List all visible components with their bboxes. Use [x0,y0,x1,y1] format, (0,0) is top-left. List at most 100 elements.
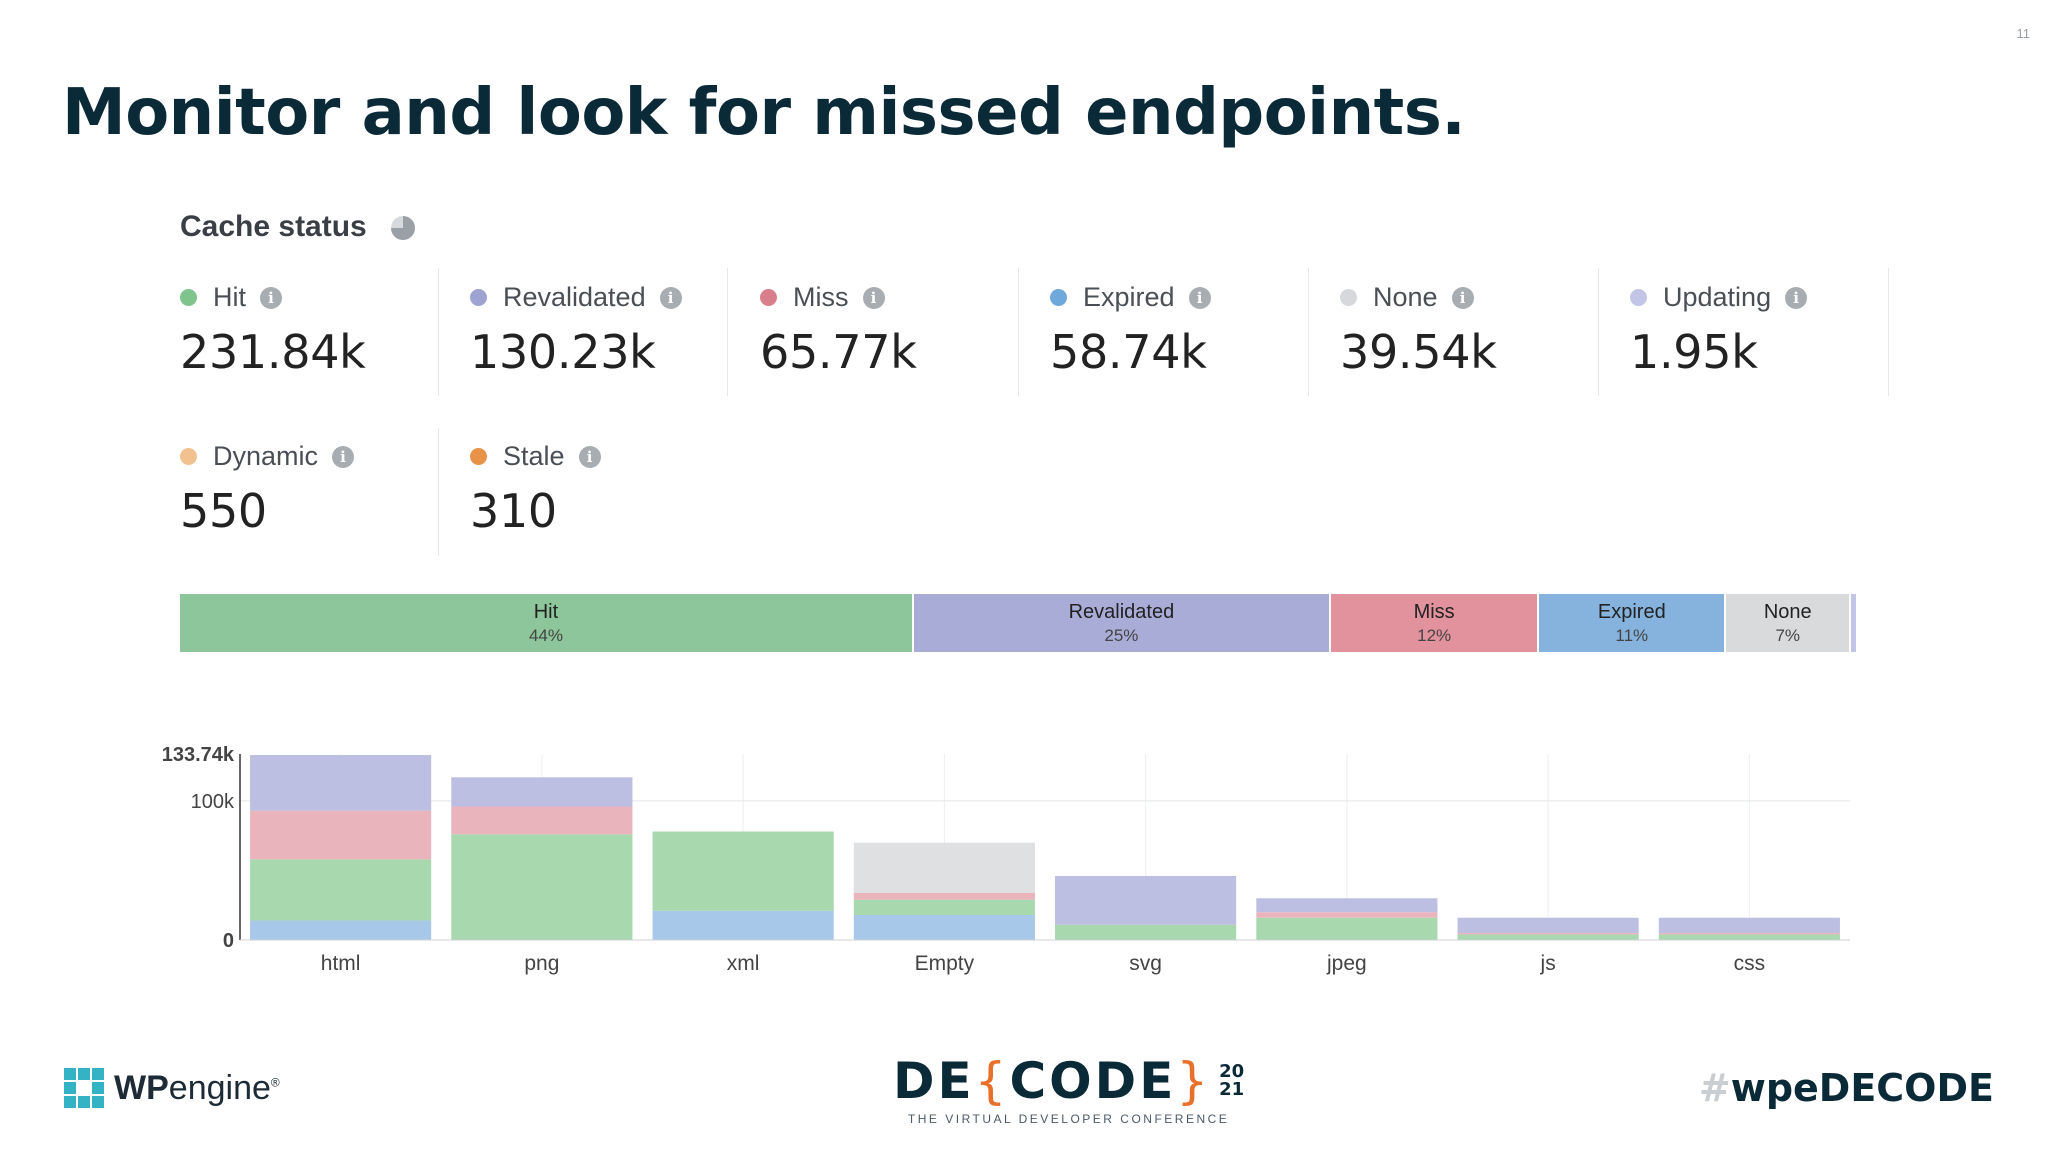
segment-name: Expired [1597,600,1666,623]
bar-html-hit[interactable] [250,859,432,921]
segment-name: Hit [533,600,559,623]
slide-number: 11 [2016,26,2031,41]
bar-css-miss[interactable] [1658,933,1840,935]
cache-distribution-bar: Hit 44% Revalidated 25% Miss 12% Expired 11% Non… [180,594,1858,652]
info-icon[interactable]: i [578,445,601,468]
stat-divider [438,428,439,556]
bar-empty-miss[interactable] [853,892,1035,900]
bar-xml-expired[interactable] [652,910,834,940]
info-icon[interactable]: i [332,445,355,468]
stat-revalidated: Revalidated i 130.23k [470,282,682,379]
wpengine-logo: WPengine® [64,1068,280,1108]
stat-hit: Hit i 231.84k [180,282,366,379]
slide-title: Monitor and look for missed endpoints. [62,76,1466,150]
segment-percent: 25% [1104,625,1139,645]
stat-expired: Expired i 58.74k [1050,282,1211,379]
x-tick-label: xml [727,952,760,975]
stat-value: 58.74k [1050,325,1207,379]
pie-chart-icon[interactable] [391,216,416,241]
decode-logo: DE{CODE} 20 21 THE VIRTUAL DEVELOPER CONF… [893,1052,1245,1126]
segment-percent: 12% [1417,625,1452,645]
x-tick-label: Empty [915,952,975,975]
segment-percent: 11% [1615,625,1649,645]
bar-segment-other[interactable] [1851,594,1858,652]
x-tick-label: html [321,952,361,975]
stat-value: 310 [470,484,557,538]
x-tick-label: jpeg [1326,952,1367,975]
stat-value: 65.77k [760,325,917,379]
bar-segment-hit[interactable]: Hit 44% [180,594,914,652]
bar-jpeg-hit[interactable] [1256,917,1438,940]
stat-label: Revalidated [503,282,646,312]
stat-label: Dynamic [213,441,319,471]
info-icon[interactable]: i [862,286,885,309]
wpengine-wordmark: WPengine® [114,1068,280,1107]
bar-jpeg-revalidated[interactable] [1256,898,1438,913]
segment-name: None [1763,600,1812,623]
bar-html-revalidated[interactable] [250,755,432,811]
y-tick-label: 100k [191,791,235,813]
bar-jpeg-miss[interactable] [1256,912,1438,918]
bar-js-hit[interactable] [1457,934,1639,940]
bar-svg-revalidated[interactable] [1055,876,1237,925]
stat-label: Hit [213,282,246,312]
bar-css-revalidated[interactable] [1658,917,1840,934]
stat-value: 231.84k [180,325,366,379]
stat-value: 1.95k [1630,325,1758,379]
bar-empty-expired[interactable] [853,914,1035,940]
bar-segment-none[interactable]: None 7% [1726,594,1852,652]
stat-divider [1018,268,1019,396]
info-icon[interactable]: i [1451,286,1474,309]
section-title: Cache status [180,210,367,243]
segment-percent: 7% [1775,625,1801,645]
stat-stale: Stale i 310 [470,441,601,538]
bar-js-miss[interactable] [1457,933,1639,935]
bar-empty-none[interactable] [853,842,1035,893]
decode-tagline: THE VIRTUAL DEVELOPER CONFERENCE [907,1112,1230,1126]
stat-label: Stale [503,441,565,471]
stat-label: None [1373,282,1438,312]
cache-status-header: Cache status [180,210,416,244]
bar-segment-miss[interactable]: Miss 12% [1330,594,1540,652]
x-tick-label: svg [1129,952,1162,975]
stat-divider [1308,268,1309,396]
info-icon[interactable]: i [1785,286,1808,309]
stat-divider [438,268,439,396]
legend-dot [760,289,777,306]
legend-dot [470,448,487,465]
legend-dot [1630,289,1647,306]
hashtag: #wpeDECODE [1698,1066,1994,1110]
stat-dynamic: Dynamic i 550 [180,441,355,538]
bar-html-expired[interactable] [250,920,432,940]
legend-dot [180,448,197,465]
stat-label: Miss [793,282,849,312]
stat-label: Expired [1083,282,1175,312]
segment-percent: 44% [528,625,563,645]
x-tick-label: js [1540,952,1556,975]
bar-empty-hit[interactable] [853,899,1035,915]
legend-dot [180,289,197,306]
bar-svg-hit[interactable] [1055,924,1237,940]
bar-png-hit[interactable] [451,834,633,940]
bar-html-miss[interactable] [250,810,432,860]
info-icon[interactable]: i [260,286,282,309]
stat-value: 550 [180,484,267,538]
legend-dot [1050,289,1067,306]
bar-js-revalidated[interactable] [1457,917,1639,934]
y-tick-label: 133.74k [162,744,235,766]
x-tick-label: css [1734,952,1766,975]
y-tick-label: 0 [223,930,234,952]
segment-name: Revalidated [1068,600,1175,623]
info-icon[interactable]: i [1188,286,1211,309]
stat-divider [1598,268,1599,396]
bar-png-miss[interactable] [451,806,633,835]
bar-css-hit[interactable] [1658,934,1840,940]
wpengine-mark-icon [64,1068,104,1108]
x-tick-label: png [524,952,559,975]
stat-divider [727,268,728,396]
bar-xml-hit[interactable] [652,831,834,911]
info-icon[interactable]: i [659,286,682,309]
bar-segment-revalidated[interactable]: Revalidated 25% [913,594,1331,652]
bar-png-revalidated[interactable] [451,777,633,807]
bar-segment-expired[interactable]: Expired 11% [1539,594,1727,652]
